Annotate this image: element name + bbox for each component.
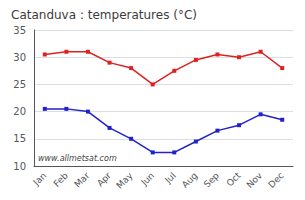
svg-text:May: May bbox=[114, 170, 135, 191]
svg-text:www.allmetsat.com: www.allmetsat.com bbox=[38, 154, 117, 163]
svg-text:35: 35 bbox=[13, 25, 26, 36]
svg-text:20: 20 bbox=[13, 106, 26, 117]
svg-text:Jan: Jan bbox=[31, 170, 49, 188]
svg-text:Jun: Jun bbox=[139, 170, 157, 188]
svg-text:Oct: Oct bbox=[225, 170, 243, 188]
svg-text:Dec: Dec bbox=[266, 170, 285, 189]
svg-text:30: 30 bbox=[13, 52, 26, 63]
svg-text:Apr: Apr bbox=[95, 170, 113, 188]
svg-text:25: 25 bbox=[13, 79, 26, 90]
svg-text:Jul: Jul bbox=[162, 170, 177, 185]
svg-text:Nov: Nov bbox=[245, 170, 265, 190]
svg-text:15: 15 bbox=[13, 133, 26, 144]
svg-text:Aug: Aug bbox=[180, 170, 199, 189]
svg-text:Catanduva : temperatures (°C): Catanduva : temperatures (°C) bbox=[11, 8, 197, 22]
svg-text:10: 10 bbox=[13, 161, 26, 172]
svg-text:Sep: Sep bbox=[202, 170, 221, 189]
svg-text:Mar: Mar bbox=[72, 170, 91, 189]
svg-text:Feb: Feb bbox=[52, 170, 71, 189]
